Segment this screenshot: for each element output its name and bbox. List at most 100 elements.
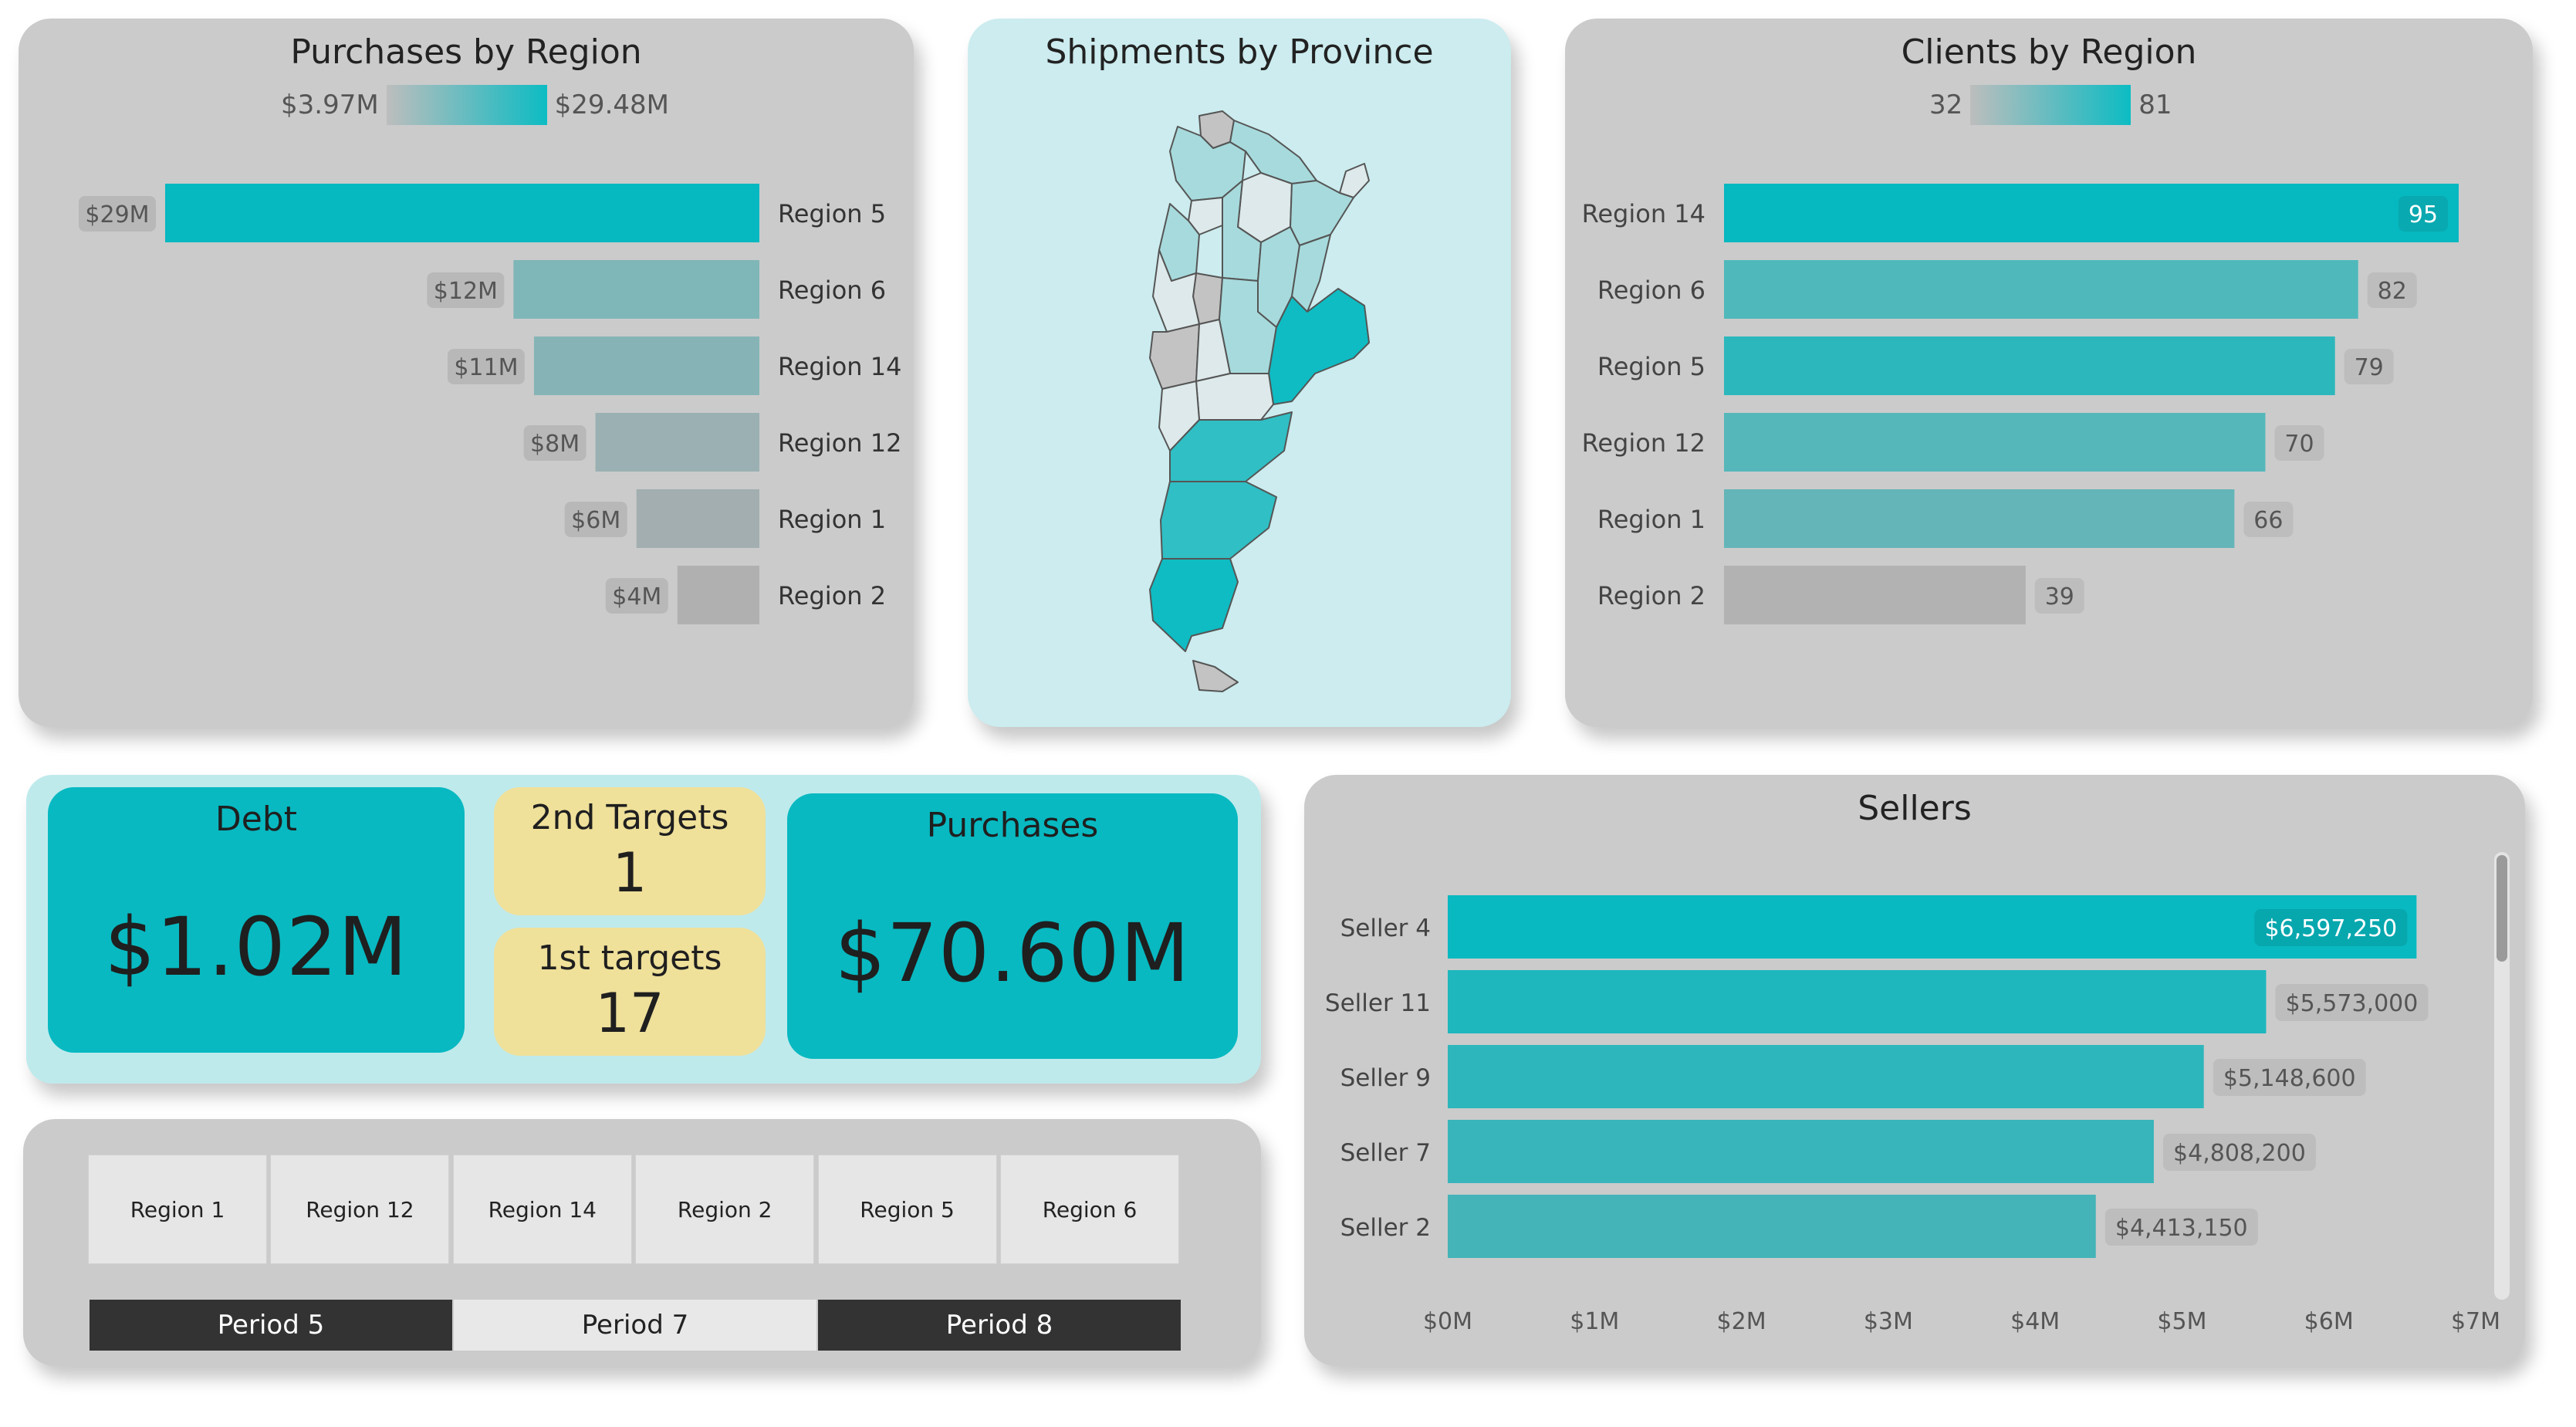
sellers-x-tick-label: $7M bbox=[2451, 1308, 2500, 1335]
purchases-data-label-bg bbox=[605, 578, 668, 614]
shipments-by-province-title: Shipments by Province bbox=[1045, 32, 1434, 72]
clients-category-label: Region 2 bbox=[1597, 581, 1706, 610]
purchases-category-label: Region 6 bbox=[778, 276, 886, 305]
sellers-x-tick-label: $1M bbox=[1570, 1308, 1619, 1335]
second-targets-card: 2nd Targets 1 bbox=[494, 787, 766, 915]
clients-bar[interactable] bbox=[1724, 336, 2335, 395]
purchases-bar-chart[interactable]: Region 5 $29M Region 6 $12M Region 14 $11M Reg… bbox=[19, 19, 914, 727]
sellers-x-tick-label: $0M bbox=[1423, 1308, 1472, 1335]
clients-bar[interactable] bbox=[1724, 566, 2026, 624]
clients-legend-max: 81 bbox=[2138, 90, 2172, 120]
clients-legend-min: 32 bbox=[1929, 90, 1963, 120]
province-santa-cruz[interactable] bbox=[1149, 558, 1239, 652]
sellers-title: Sellers bbox=[1858, 789, 1972, 828]
seller-data-label-bg bbox=[2162, 1134, 2316, 1171]
seller-data-label-bg bbox=[2104, 1209, 2258, 1246]
purchases-by-region-card: Purchases by Region $3.97M $29.48M Regio… bbox=[19, 19, 914, 727]
province-la-pampa[interactable] bbox=[1195, 373, 1274, 421]
region-slicer-item[interactable]: Region 2 bbox=[635, 1155, 815, 1264]
seller-category-label: Seller 11 bbox=[1325, 989, 1431, 1017]
sellers-scrollbar-track[interactable] bbox=[2494, 852, 2510, 1300]
clients-bar[interactable] bbox=[1724, 184, 2459, 242]
sellers-x-tick-label: $4M bbox=[2010, 1308, 2060, 1335]
seller-category-label: Seller 2 bbox=[1340, 1214, 1431, 1242]
slicers-panel: Region 1 Region 12 Region 14 Region 2 Region… bbox=[23, 1119, 1261, 1366]
clients-data-label-bg bbox=[2399, 196, 2448, 232]
region-slicer-item[interactable]: Region 6 bbox=[1000, 1155, 1179, 1264]
clients-data-label-bg bbox=[2243, 502, 2294, 537]
seller-bar[interactable] bbox=[1448, 970, 2267, 1033]
region-slicer-item[interactable]: Region 1 bbox=[88, 1155, 267, 1264]
clients-data-label: 39 bbox=[2045, 583, 2074, 610]
purchases-category-label: Region 2 bbox=[778, 581, 886, 610]
region-slicer-item[interactable]: Region 14 bbox=[452, 1155, 632, 1264]
seller-data-label: $5,148,600 bbox=[2223, 1065, 2356, 1092]
debt-kpi-value: $1.02M bbox=[104, 900, 408, 994]
sellers-x-tick-label: $3M bbox=[1864, 1308, 1913, 1335]
sellers-scrollbar-thumb[interactable] bbox=[2497, 855, 2507, 962]
debt-kpi-label: Debt bbox=[215, 800, 298, 839]
first-targets-card: 1st targets 17 bbox=[494, 928, 766, 1056]
clients-data-label-bg bbox=[2367, 272, 2417, 308]
purchases-data-label: $8M bbox=[530, 431, 580, 458]
seller-bar[interactable] bbox=[1448, 1045, 2204, 1108]
purchases-bar[interactable] bbox=[677, 566, 759, 624]
purchases-category-label: Region 14 bbox=[778, 352, 901, 381]
purchases-kpi-value: $70.60M bbox=[834, 906, 1191, 1000]
clients-legend-gradient bbox=[1970, 85, 2131, 125]
province-tierra-del-fuego[interactable] bbox=[1192, 660, 1239, 692]
province-san-juan[interactable] bbox=[1152, 249, 1200, 333]
clients-bar[interactable] bbox=[1724, 260, 2358, 319]
clients-by-region-card: Clients by Region 32 81 Region 14 95 Regio… bbox=[1565, 19, 2533, 727]
purchases-category-label: Region 5 bbox=[778, 199, 886, 228]
purchases-legend: $3.97M $29.48M bbox=[281, 85, 669, 125]
clients-bar[interactable] bbox=[1724, 413, 2266, 472]
clients-bar[interactable] bbox=[1724, 489, 2235, 548]
purchases-bar[interactable] bbox=[595, 413, 759, 472]
kpi-panel: Debt $1.02M 2nd Targets 1 1st targets 17… bbox=[26, 775, 1261, 1084]
seller-data-label-bg bbox=[2254, 909, 2408, 946]
seller-data-label-bg bbox=[2213, 1059, 2366, 1096]
purchases-bar[interactable] bbox=[636, 489, 759, 548]
sellers-card: Sellers Seller 4 $6,597,250 Seller 11 $5,57… bbox=[1304, 775, 2525, 1366]
province-tucuman[interactable] bbox=[1188, 197, 1223, 235]
clients-legend: 32 81 bbox=[1929, 85, 2172, 125]
purchases-bar[interactable] bbox=[165, 184, 759, 242]
debt-kpi-card: Debt $1.02M bbox=[48, 787, 465, 1053]
purchases-by-region-title: Purchases by Region bbox=[290, 32, 642, 72]
period-slicer-item[interactable]: Period 5 bbox=[90, 1300, 452, 1351]
province-entre-rios[interactable] bbox=[1291, 234, 1331, 313]
argentina-map[interactable] bbox=[968, 19, 1511, 727]
clients-bar-chart[interactable]: Region 14 95 Region 6 82 Region 5 79 Region 12… bbox=[1565, 19, 2533, 727]
clients-category-label: Region 5 bbox=[1597, 352, 1706, 381]
region-slicer-item[interactable]: Region 12 bbox=[270, 1155, 450, 1264]
sellers-x-tick-label: $6M bbox=[2304, 1308, 2354, 1335]
seller-data-label: $4,413,150 bbox=[2115, 1215, 2248, 1242]
seller-data-label: $4,808,200 bbox=[2173, 1140, 2306, 1167]
purchases-bar[interactable] bbox=[533, 336, 759, 395]
clients-data-label: 70 bbox=[2284, 431, 2314, 458]
seller-data-label-bg bbox=[2275, 984, 2429, 1021]
second-targets-value: 1 bbox=[612, 841, 647, 905]
sellers-x-tick-label: $5M bbox=[2157, 1308, 2206, 1335]
clients-by-region-title: Clients by Region bbox=[1901, 32, 2197, 72]
province-misiones[interactable] bbox=[1339, 163, 1370, 198]
first-targets-value: 17 bbox=[595, 982, 664, 1045]
purchases-data-label-bg bbox=[523, 425, 587, 461]
province-mendoza[interactable] bbox=[1149, 323, 1200, 390]
region-slicer-item[interactable]: Region 5 bbox=[817, 1155, 997, 1264]
period-slicer-item[interactable]: Period 8 bbox=[818, 1300, 1181, 1351]
purchases-bar[interactable] bbox=[513, 260, 759, 319]
period-slicer-item[interactable]: Period 7 bbox=[454, 1300, 816, 1351]
seller-category-label: Seller 4 bbox=[1340, 915, 1431, 942]
clients-data-label-bg bbox=[2344, 349, 2394, 384]
seller-bar[interactable] bbox=[1448, 1120, 2154, 1183]
clients-data-label-bg bbox=[2274, 425, 2324, 461]
clients-category-label: Region 12 bbox=[1582, 428, 1706, 458]
clients-data-label: 95 bbox=[2409, 201, 2438, 228]
purchases-category-label: Region 12 bbox=[778, 428, 901, 458]
seller-bar[interactable] bbox=[1448, 1195, 2096, 1258]
purchases-legend-min: $3.97M bbox=[281, 90, 379, 120]
province-chubut[interactable] bbox=[1160, 481, 1277, 560]
